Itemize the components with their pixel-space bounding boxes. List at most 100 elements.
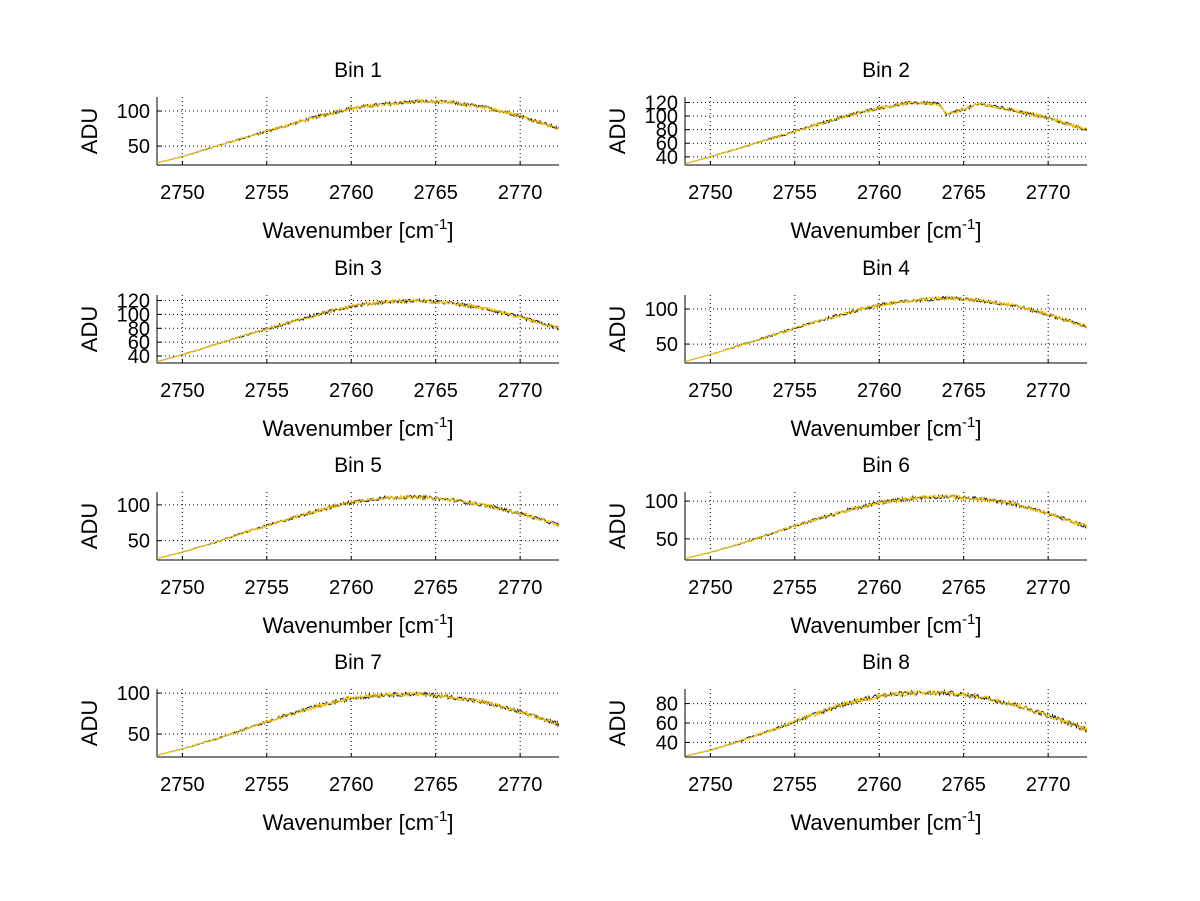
y-tick-label: 40 — [128, 346, 150, 368]
x-tick-label: 2770 — [1026, 577, 1071, 599]
x-tick-label: 2770 — [1026, 774, 1071, 796]
y-tick-label: 100 — [645, 106, 678, 128]
y-axis-label: ADU — [605, 700, 630, 746]
x-axis-label: Wavenumber [cm-1] — [262, 414, 453, 441]
y-tick-label: 120 — [117, 291, 150, 313]
x-tick-label: 2770 — [1026, 182, 1071, 204]
y-axis-label: ADU — [77, 108, 102, 154]
subplot-bin-7: Bin 7 2750 2755 2760 2765 2770 50 100 ADU Wavenum… — [77, 651, 559, 835]
x-tick-label: 2755 — [773, 380, 818, 402]
y-tick-label: 60 — [656, 133, 678, 155]
x-tick-label: 2770 — [498, 380, 543, 402]
y-axis-label: ADU — [605, 503, 630, 549]
x-tick-label: 2750 — [160, 380, 205, 402]
x-tick-label: 2760 — [329, 380, 374, 402]
y-tick-label: 80 — [128, 318, 150, 340]
series-line-dark — [685, 100, 1087, 165]
x-axis-label: Wavenumber [cm-1] — [790, 414, 981, 441]
subplot-title: Bin 7 — [334, 651, 382, 674]
x-tick-label: 2750 — [688, 380, 733, 402]
x-tick-label: 2760 — [857, 774, 902, 796]
x-axis-label: Wavenumber [cm-1] — [790, 808, 981, 835]
subplot-bin-6: Bin 6 2750 2755 2760 2765 2770 50 100 ADU Wavenum… — [605, 454, 1087, 638]
series-line-yellow — [685, 99, 1087, 165]
series-line-yellow — [685, 689, 1087, 757]
x-tick-label: 2760 — [329, 182, 374, 204]
y-tick-label: 100 — [117, 304, 150, 326]
y-axis-label: ADU — [605, 306, 630, 352]
x-tick-label: 2765 — [941, 774, 986, 796]
x-tick-label: 2755 — [245, 577, 290, 599]
series-line-dark — [157, 690, 559, 756]
y-tick-label: 120 — [645, 92, 678, 114]
subplot-bin-1: Bin 1 2750 2755 2760 2765 2770 50 100 ADU Wavenum… — [77, 59, 559, 243]
x-tick-label: 2755 — [773, 774, 818, 796]
x-tick-label: 2755 — [773, 182, 818, 204]
x-tick-label: 2755 — [245, 380, 290, 402]
series-line-yellow — [685, 294, 1087, 363]
y-tick-label: 50 — [128, 724, 150, 746]
y-tick-label: 50 — [656, 334, 678, 356]
y-axis-label: ADU — [77, 306, 102, 352]
subplot-title: Bin 2 — [862, 59, 910, 82]
series-line-dark — [157, 298, 559, 363]
y-tick-label: 80 — [656, 694, 678, 716]
y-tick-label: 50 — [128, 531, 150, 553]
x-axis-label: Wavenumber [cm-1] — [262, 611, 453, 638]
x-tick-label: 2770 — [1026, 380, 1071, 402]
x-tick-label: 2770 — [498, 577, 543, 599]
y-tick-label: 100 — [117, 683, 150, 705]
y-tick-label: 100 — [645, 491, 678, 513]
x-tick-label: 2760 — [857, 182, 902, 204]
x-tick-label: 2770 — [498, 774, 543, 796]
x-tick-label: 2755 — [245, 774, 290, 796]
y-tick-label: 100 — [117, 101, 150, 123]
series-line-yellow — [685, 493, 1087, 560]
y-tick-label: 40 — [656, 147, 678, 169]
x-tick-label: 2755 — [245, 182, 290, 204]
x-tick-label: 2760 — [329, 577, 374, 599]
y-tick-label: 60 — [128, 332, 150, 354]
x-axis-label: Wavenumber [cm-1] — [790, 216, 981, 243]
x-tick-label: 2750 — [688, 577, 733, 599]
series-line-dark — [685, 493, 1087, 559]
x-tick-label: 2765 — [941, 380, 986, 402]
x-tick-label: 2770 — [498, 182, 543, 204]
x-tick-label: 2765 — [413, 182, 458, 204]
y-tick-label: 40 — [656, 732, 678, 754]
x-axis-label: Wavenumber [cm-1] — [262, 216, 453, 243]
y-axis-label: ADU — [77, 503, 102, 549]
y-tick-label: 80 — [656, 120, 678, 142]
x-tick-label: 2765 — [941, 577, 986, 599]
series-line-yellow — [157, 97, 559, 164]
x-tick-label: 2760 — [329, 774, 374, 796]
x-tick-label: 2765 — [413, 774, 458, 796]
subplot-title: Bin 4 — [862, 257, 910, 280]
x-tick-label: 2750 — [160, 774, 205, 796]
series-line-yellow — [157, 298, 559, 363]
subplot-title: Bin 5 — [334, 454, 382, 477]
x-axis-label: Wavenumber [cm-1] — [790, 611, 981, 638]
x-tick-label: 2750 — [160, 577, 205, 599]
subplot-title: Bin 1 — [334, 59, 382, 82]
y-axis-label: ADU — [77, 700, 102, 746]
x-tick-label: 2750 — [160, 182, 205, 204]
y-tick-label: 50 — [656, 529, 678, 551]
y-tick-label: 100 — [645, 299, 678, 321]
x-tick-label: 2750 — [688, 182, 733, 204]
y-tick-label: 50 — [128, 136, 150, 158]
y-tick-label: 60 — [656, 713, 678, 735]
series-line-yellow — [157, 493, 559, 560]
x-tick-label: 2760 — [857, 577, 902, 599]
series-line-dark — [685, 295, 1087, 363]
subplot-title: Bin 8 — [862, 651, 910, 674]
x-tick-label: 2750 — [688, 774, 733, 796]
subplot-bin-5: Bin 5 2750 2755 2760 2765 2770 50 100 ADU Wavenum… — [77, 454, 559, 638]
subplot-title: Bin 3 — [334, 257, 382, 280]
subplot-title: Bin 6 — [862, 454, 910, 477]
y-axis-label: ADU — [605, 108, 630, 154]
